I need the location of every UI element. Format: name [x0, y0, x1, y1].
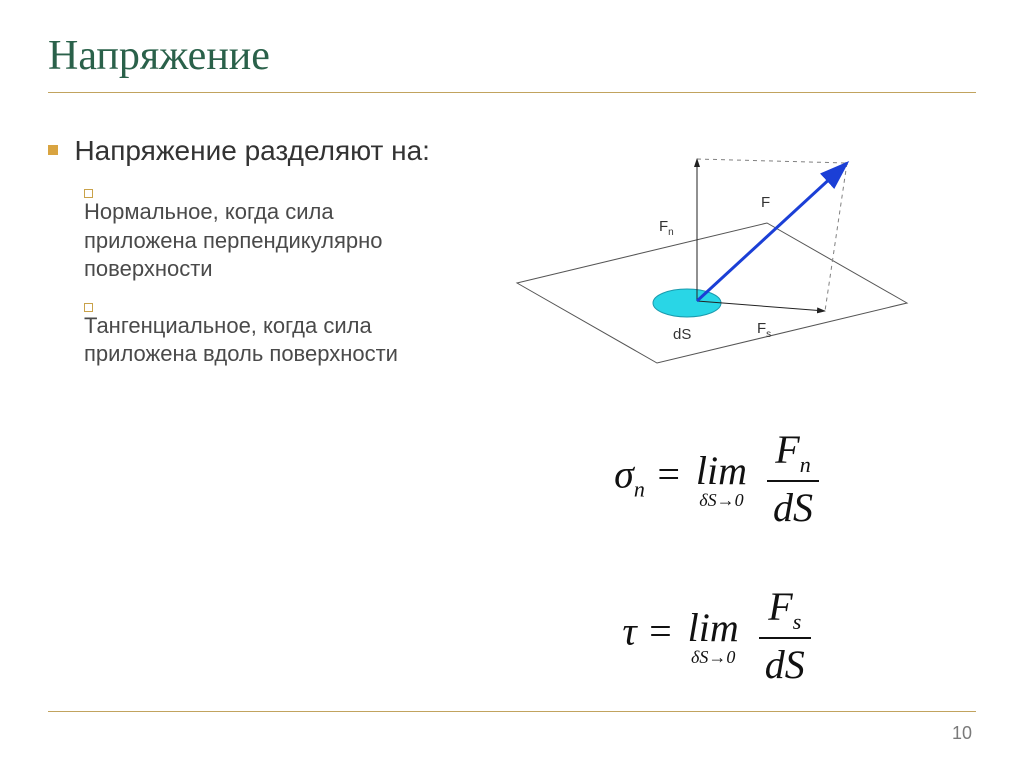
F-symbol: F	[775, 427, 799, 472]
text-column: Напряжение разделяют на: Нормальное, ког…	[48, 133, 457, 722]
limit: lim δS→0	[696, 447, 747, 511]
stress-diagram: F Fn Fs dS	[457, 133, 937, 393]
dash-line	[697, 159, 847, 163]
sigma-symbol: σ	[614, 452, 634, 497]
label-F: F	[761, 194, 770, 211]
tau-symbol: τ	[622, 609, 636, 654]
bullet-text: Нормальное, когда сила приложена перпенд…	[84, 198, 414, 284]
hollow-square-icon	[84, 303, 93, 312]
lim-subscript: δS→0	[696, 490, 747, 511]
label-Fn: Fn	[659, 218, 674, 238]
slide-title: Напряжение	[48, 32, 976, 93]
formula-block: σn = lim δS→0 Fn dS τ	[457, 408, 976, 722]
bullet-text: Тангенциальное, когда сила приложена вдо…	[84, 312, 414, 369]
fraction: Fs dS	[759, 583, 811, 688]
denominator: dS	[759, 639, 811, 688]
formula-sigma: σn = lim δS→0 Fn dS	[614, 426, 819, 531]
numerator: Fs	[759, 583, 811, 639]
subscript: s	[793, 609, 802, 634]
force-vector	[697, 163, 847, 301]
figure-column: F Fn Fs dS σn = lim δS→0	[457, 133, 976, 722]
hollow-square-icon	[84, 189, 93, 198]
bullet-level2: Нормальное, когда сила приложена перпенд…	[84, 180, 437, 284]
page-number: 10	[952, 723, 972, 744]
fraction: Fn dS	[767, 426, 819, 531]
bullet-text: Напряжение разделяют на:	[74, 133, 434, 168]
lim-text: lim	[688, 605, 739, 650]
denominator: dS	[767, 482, 819, 531]
bullet-level2: Тангенциальное, когда сила приложена вдо…	[84, 294, 437, 369]
lim-text: lim	[696, 448, 747, 493]
square-bullet-icon	[48, 145, 58, 155]
footer-divider	[48, 711, 976, 712]
subscript: n	[634, 477, 645, 502]
F-symbol: F	[768, 584, 792, 629]
equals: =	[655, 452, 692, 497]
dash-line	[825, 163, 847, 311]
formula-tau: τ = lim δS→0 Fs dS	[622, 583, 810, 688]
content-row: Напряжение разделяют на: Нормальное, ког…	[48, 133, 976, 722]
equals: =	[647, 609, 684, 654]
numerator: Fn	[767, 426, 819, 482]
area-element	[653, 289, 721, 317]
bullet-level1: Напряжение разделяют на:	[48, 133, 437, 168]
lim-subscript: δS→0	[688, 647, 739, 668]
slide: Напряжение Напряжение разделяют на: Норм…	[0, 0, 1024, 768]
label-dS: dS	[673, 326, 691, 343]
subscript: n	[800, 452, 811, 477]
limit: lim δS→0	[688, 604, 739, 668]
